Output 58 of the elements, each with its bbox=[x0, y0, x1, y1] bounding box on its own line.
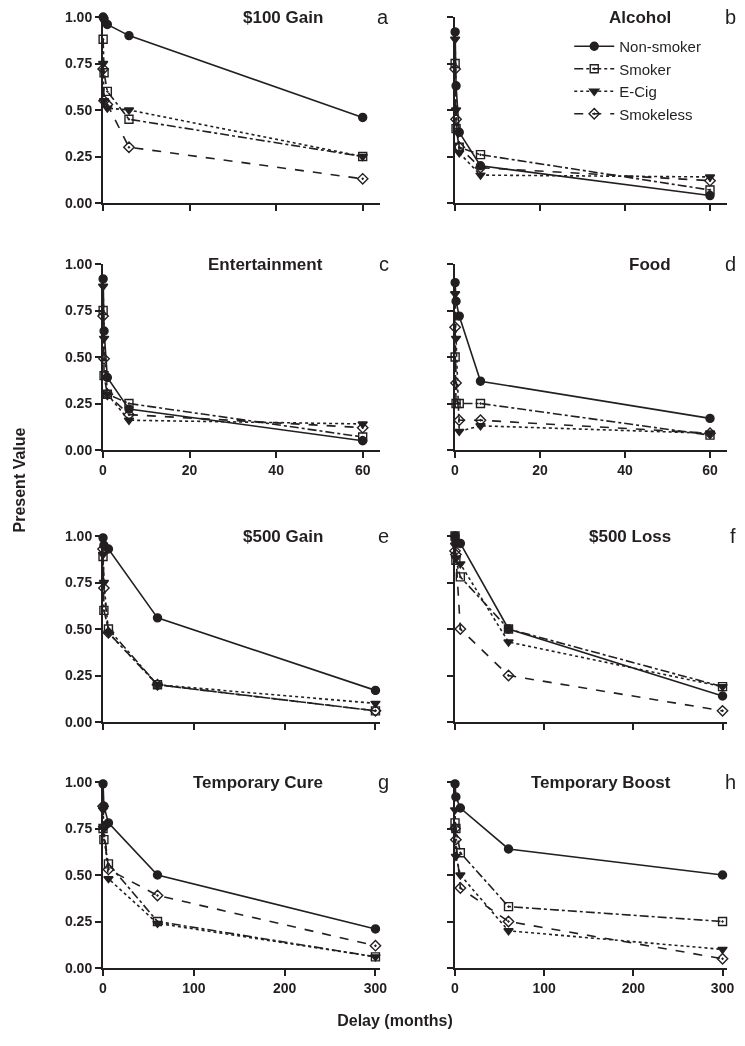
x-tick-label: 20 bbox=[181, 461, 198, 478]
x-tick-label: 200 bbox=[621, 979, 646, 996]
y-tick-label: 0.50 bbox=[64, 348, 93, 365]
y-tick-label: 0.00 bbox=[64, 959, 93, 976]
y-tick-label: 1.00 bbox=[64, 8, 93, 25]
annotation: h bbox=[725, 771, 737, 793]
chart-title: $500 Gain bbox=[243, 527, 324, 546]
y-tick-label: 0.50 bbox=[64, 620, 93, 637]
x-tick-label: 100 bbox=[182, 979, 206, 996]
y-tick-label: 0.25 bbox=[64, 913, 93, 930]
x-tick-label: 0 bbox=[99, 979, 108, 996]
chart-title: Entertainment bbox=[208, 255, 323, 274]
y-tick-label: 0.25 bbox=[64, 395, 93, 412]
annotation: b bbox=[725, 6, 737, 28]
y-tick-label: 0.50 bbox=[64, 866, 93, 883]
y-tick-label: 1.00 bbox=[64, 527, 93, 544]
y-tick-label: 0.25 bbox=[64, 148, 93, 165]
y-tick-label: 0.75 bbox=[64, 55, 93, 72]
x-tick-label: 0 bbox=[99, 461, 108, 478]
chart-title: Temporary Boost bbox=[531, 773, 671, 792]
x-tick-label: 0 bbox=[451, 979, 460, 996]
y-tick-label: 1.00 bbox=[64, 255, 93, 272]
x-tick-label: 200 bbox=[272, 979, 297, 996]
chart-title: Alcohol bbox=[609, 8, 672, 27]
y-tick-label: 0.00 bbox=[64, 194, 93, 211]
legend-label: E-Cig bbox=[619, 83, 657, 101]
x-tick-label: 40 bbox=[617, 461, 633, 478]
annotation: c bbox=[379, 253, 389, 275]
chart-title: Food bbox=[629, 255, 671, 274]
legend-label: Smokeless bbox=[619, 105, 693, 123]
annotation: a bbox=[377, 6, 389, 28]
y-tick-label: 0.25 bbox=[64, 667, 93, 684]
legend-label: Smoker bbox=[619, 60, 671, 78]
x-axis-title: Delay (months) bbox=[337, 1012, 453, 1030]
annotation: d bbox=[725, 253, 737, 275]
y-tick-label: 0.75 bbox=[64, 574, 93, 591]
annotation: g bbox=[378, 771, 390, 793]
y-tick-label: 0.75 bbox=[64, 302, 93, 319]
y-axis-title: Present Value bbox=[11, 427, 29, 533]
y-tick-label: 1.00 bbox=[64, 773, 93, 790]
x-tick-label: 300 bbox=[363, 979, 388, 996]
y-tick-label: 0.00 bbox=[64, 713, 93, 730]
legend-label: Non-smoker bbox=[619, 38, 701, 56]
text: f bbox=[730, 525, 736, 547]
annotation: e bbox=[378, 525, 390, 547]
x-tick-label: 20 bbox=[532, 461, 548, 478]
y-tick-label: 0.00 bbox=[64, 441, 93, 458]
x-tick-label: 0 bbox=[451, 461, 460, 478]
y-tick-label: 0.50 bbox=[64, 101, 93, 118]
chart-title: Temporary Cure bbox=[193, 773, 324, 792]
x-tick-label: 40 bbox=[268, 461, 285, 478]
x-tick-label: 60 bbox=[702, 461, 718, 478]
x-tick-label: 100 bbox=[532, 979, 557, 996]
chart-title: $500 Loss bbox=[589, 527, 672, 546]
x-tick-label: 60 bbox=[354, 461, 371, 478]
y-tick-label: 0.75 bbox=[64, 820, 93, 837]
chart-title: $100 Gain bbox=[243, 8, 324, 27]
x-tick-label: 300 bbox=[710, 979, 735, 996]
